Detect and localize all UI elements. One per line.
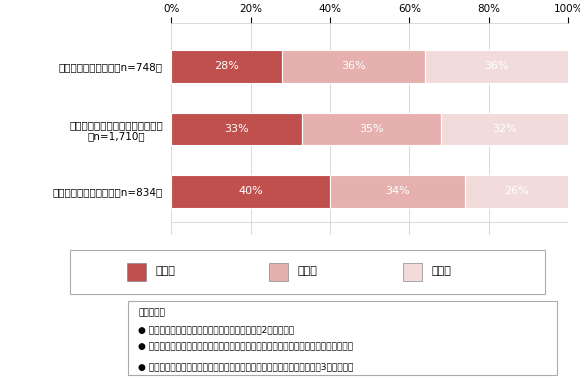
- Text: 28%: 28%: [214, 61, 239, 71]
- Text: 40%: 40%: [238, 186, 263, 196]
- Bar: [441, 113, 568, 145]
- Bar: [302, 113, 441, 145]
- Bar: [465, 175, 568, 208]
- Text: 33%: 33%: [224, 124, 249, 134]
- Text: 中間派: 中間派: [298, 266, 318, 276]
- Text: 【考え方】: 【考え方】: [138, 309, 165, 318]
- Text: ● 流行採用の際の動機「個性化－同調」度を測る2設問を設定: ● 流行採用の際の動機「個性化－同調」度を測る2設問を設定: [138, 325, 295, 334]
- Bar: [425, 50, 568, 83]
- Text: ● 各回答について、得点が高くなるほど個性派、低くなるほど同調派となるよう得点化: ● 各回答について、得点が高くなるほど個性派、低くなるほど同調派となるよう得点化: [138, 343, 353, 352]
- Text: 35%: 35%: [360, 124, 384, 134]
- Text: 個性派: 個性派: [431, 266, 451, 276]
- Bar: [403, 263, 422, 280]
- Bar: [171, 113, 302, 145]
- Bar: [126, 263, 146, 280]
- Text: 26%: 26%: [505, 186, 529, 196]
- Text: ● 得点状況より、個性化－同調レベルが均等に分布するよう、得点を元に3段階に分類: ● 得点状況より、個性化－同調レベルが均等に分布するよう、得点を元に3段階に分類: [138, 362, 354, 371]
- FancyBboxPatch shape: [70, 250, 545, 294]
- FancyBboxPatch shape: [128, 301, 557, 375]
- Bar: [330, 175, 465, 208]
- Bar: [269, 263, 288, 280]
- Bar: [282, 50, 425, 83]
- Text: 36%: 36%: [342, 61, 366, 71]
- Bar: [171, 175, 330, 208]
- Text: 同調派: 同調派: [155, 266, 175, 276]
- Text: 34%: 34%: [385, 186, 410, 196]
- Text: 36%: 36%: [484, 61, 509, 71]
- Bar: [171, 50, 282, 83]
- Text: 32%: 32%: [492, 124, 517, 134]
